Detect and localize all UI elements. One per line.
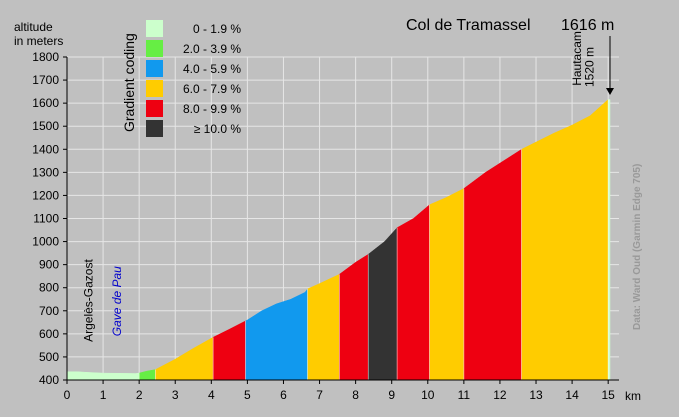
y-tick-label: 1600 bbox=[32, 96, 59, 110]
legend-label: 4.0 - 5.9 % bbox=[183, 62, 241, 76]
x-tick-label: 10 bbox=[421, 388, 435, 402]
y-tick-label: 500 bbox=[39, 350, 59, 364]
legend-label: ≥ 10.0 % bbox=[194, 122, 242, 136]
x-tick-label: 0 bbox=[64, 388, 71, 402]
x-tick-label: 15 bbox=[601, 388, 615, 402]
x-tick-label: 1 bbox=[100, 388, 107, 402]
annotation-label: Gave de Pau bbox=[110, 266, 124, 336]
x-tick-label: 5 bbox=[244, 388, 251, 402]
legend-label: 6.0 - 7.9 % bbox=[183, 82, 241, 96]
legend-label: 2.0 - 3.9 % bbox=[183, 42, 241, 56]
profile-segment bbox=[396, 204, 430, 381]
profile-segment bbox=[138, 369, 156, 381]
legend-swatch bbox=[146, 120, 163, 137]
x-tick-label: 13 bbox=[529, 388, 543, 402]
x-tick-label: 12 bbox=[493, 388, 507, 402]
legend-swatch bbox=[146, 20, 163, 37]
y-tick-label: 400 bbox=[39, 373, 59, 387]
y-tick-label: 1500 bbox=[32, 119, 59, 133]
x-tick-label: 8 bbox=[352, 388, 359, 402]
y-tick-labels: 400 500 600 700 800 900 1000 1100 1200 1300 1400 15… bbox=[32, 50, 59, 387]
x-tick-label: 3 bbox=[172, 388, 179, 402]
legend-label: 0 - 1.9 % bbox=[193, 22, 241, 36]
annotation-label: 1520 m bbox=[583, 47, 597, 87]
profile-segment bbox=[66, 371, 140, 381]
legend-swatch bbox=[146, 40, 163, 57]
x-tick-labels: 0 1 2 3 4 5 6 7 8 9 10 11 12 13 14 15 bbox=[64, 388, 616, 402]
x-axis-label: km bbox=[625, 389, 641, 403]
x-tick-label: 7 bbox=[316, 388, 323, 402]
profile-segment bbox=[463, 148, 522, 381]
y-tick-label: 1100 bbox=[33, 212, 59, 226]
legend-swatch bbox=[146, 80, 163, 97]
profile-segment bbox=[212, 320, 246, 381]
profile-segment bbox=[429, 188, 465, 381]
profile-segment bbox=[307, 273, 340, 381]
axes bbox=[63, 56, 619, 384]
y-tick-label: 1400 bbox=[32, 142, 59, 156]
x-tick-label: 6 bbox=[280, 388, 287, 402]
profile-segment bbox=[521, 98, 609, 381]
x-tick-label: 4 bbox=[208, 388, 215, 402]
y-tick-label: 1800 bbox=[32, 50, 59, 64]
y-tick-label: 1300 bbox=[32, 165, 59, 179]
summit-altitude: 1616 m bbox=[561, 17, 614, 34]
legend-swatch bbox=[146, 100, 163, 117]
y-tick-label: 1000 bbox=[32, 235, 59, 249]
y-tick-label: 800 bbox=[39, 281, 59, 295]
x-tick-label: 14 bbox=[565, 388, 579, 402]
legend: 0 - 1.9 % 2.0 - 3.9 % 4.0 - 5.9 % 6.0 - 7.9… bbox=[146, 20, 241, 137]
profile-segment bbox=[245, 288, 308, 381]
y-axis-label-line-1: altitude bbox=[14, 20, 53, 34]
chart-title: Col de Tramassel bbox=[406, 17, 531, 34]
data-credit: Data: Ward Oud (Garmin Edge 705) bbox=[632, 164, 643, 330]
y-tick-label: 700 bbox=[39, 304, 59, 318]
x-tick-label: 2 bbox=[136, 388, 143, 402]
legend-label: 8.0 - 9.9 % bbox=[183, 102, 241, 116]
x-tick-label: 9 bbox=[388, 388, 395, 402]
profile-segment bbox=[368, 227, 398, 381]
profile-area bbox=[66, 98, 611, 381]
y-tick-label: 900 bbox=[39, 258, 59, 272]
y-tick-label: 1700 bbox=[32, 73, 59, 87]
annotation-label: Hautacam bbox=[570, 31, 584, 86]
legend-swatch bbox=[146, 60, 163, 77]
profile-segment bbox=[155, 336, 214, 381]
summit-arrow-icon bbox=[606, 36, 614, 95]
y-tick-label: 600 bbox=[39, 327, 59, 341]
profile-segment bbox=[339, 253, 369, 381]
x-tick-label: 11 bbox=[458, 388, 471, 402]
annotation-label: Argelès-Gazost bbox=[81, 259, 95, 342]
y-tick-label: 1200 bbox=[32, 188, 59, 202]
legend-title: Gradient coding bbox=[121, 33, 137, 132]
y-axis-label-line-2: in meters bbox=[14, 34, 63, 48]
